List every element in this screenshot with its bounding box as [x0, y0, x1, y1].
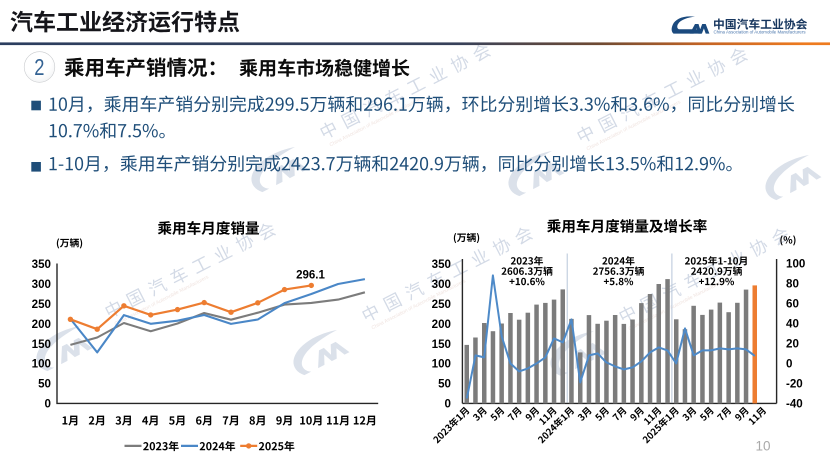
svg-text:100: 100	[786, 258, 805, 271]
svg-text:300: 300	[432, 278, 451, 291]
svg-text:10: 10	[756, 439, 771, 454]
svg-text:80: 80	[786, 278, 799, 291]
svg-text:50: 50	[38, 378, 51, 391]
svg-text:60: 60	[786, 298, 799, 311]
svg-text:200: 200	[432, 318, 451, 331]
svg-text:350: 350	[32, 258, 51, 271]
svg-text:200: 200	[32, 318, 51, 331]
svg-text:100: 100	[32, 358, 51, 371]
svg-text:300: 300	[32, 278, 51, 291]
svg-text:-40: -40	[786, 398, 803, 411]
svg-text:0: 0	[45, 398, 51, 411]
svg-text:2: 2	[34, 55, 44, 81]
svg-text:150: 150	[432, 338, 451, 351]
svg-text:350: 350	[432, 258, 451, 271]
svg-text:250: 250	[432, 298, 451, 311]
svg-text:0: 0	[786, 358, 792, 371]
svg-text:40: 40	[786, 318, 799, 331]
svg-text:50: 50	[438, 378, 451, 391]
svg-text:150: 150	[32, 338, 51, 351]
svg-text:250: 250	[32, 298, 51, 311]
svg-text:0: 0	[445, 398, 451, 411]
svg-text:100: 100	[432, 358, 451, 371]
svg-text:-20: -20	[786, 378, 803, 391]
svg-text:China Association of Automobil: China Association of Automobile Manufact…	[714, 30, 807, 35]
svg-text:20: 20	[786, 338, 799, 351]
svg-text:296.1: 296.1	[296, 269, 325, 281]
